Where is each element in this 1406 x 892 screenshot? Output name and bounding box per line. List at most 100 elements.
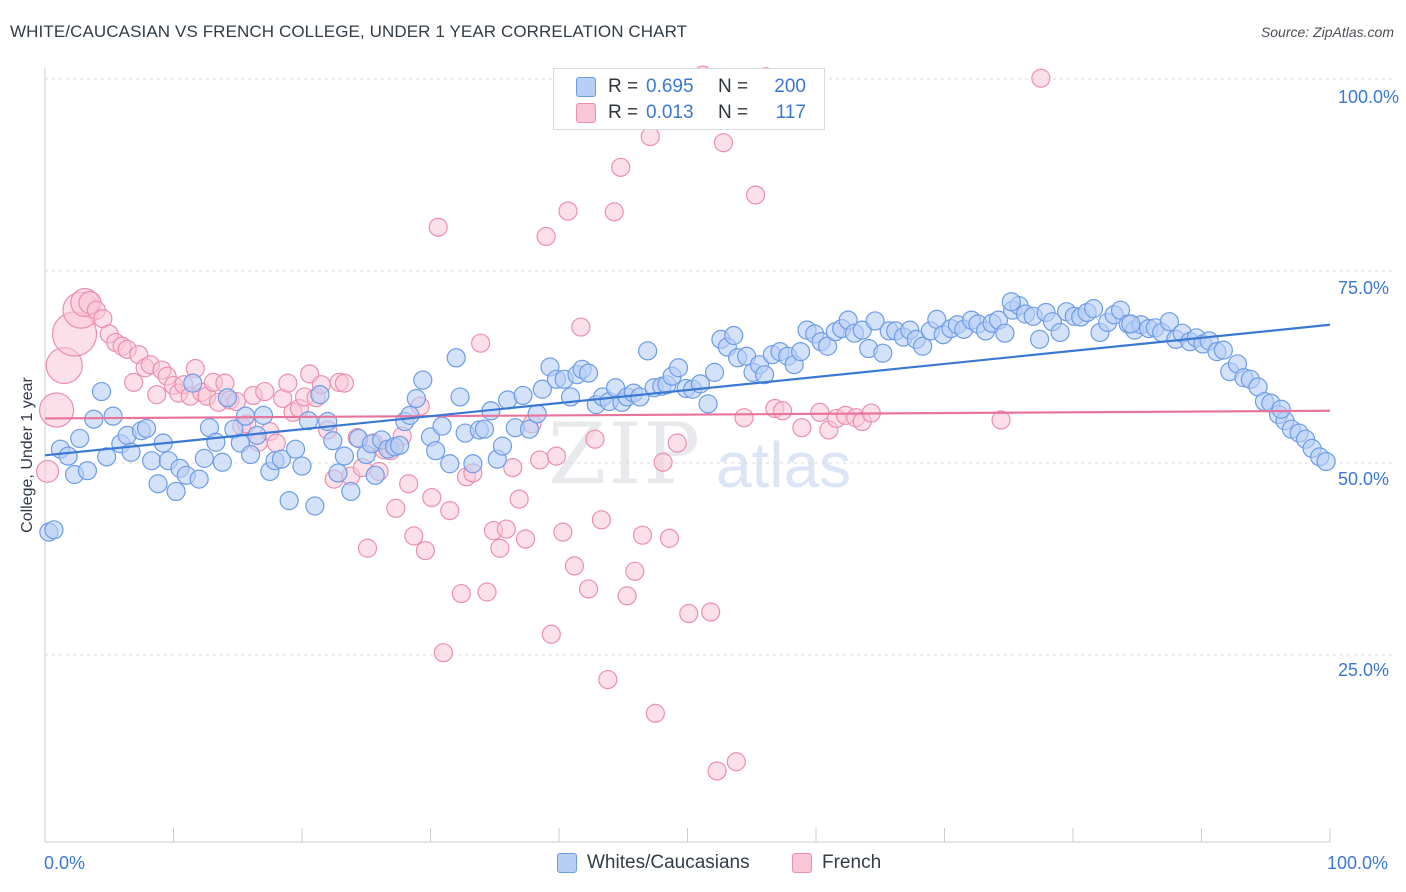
data-point-french bbox=[266, 433, 286, 453]
data-point-whites bbox=[426, 441, 446, 461]
legend-swatch-blue bbox=[576, 77, 596, 97]
data-point-whites bbox=[1213, 340, 1233, 360]
data-point-french bbox=[598, 669, 618, 690]
data-point-french bbox=[399, 474, 419, 494]
data-point-whites bbox=[91, 381, 112, 402]
y-tick-label-100: 100.0% bbox=[1338, 87, 1400, 107]
data-point-whites bbox=[724, 325, 744, 346]
data-point-french bbox=[991, 410, 1011, 430]
data-point-french bbox=[792, 418, 812, 438]
data-point-french bbox=[713, 133, 734, 153]
data-point-whites bbox=[328, 463, 348, 483]
data-point-french bbox=[746, 185, 766, 205]
data-point-whites bbox=[148, 474, 168, 494]
data-point-french bbox=[679, 603, 699, 624]
data-point-french bbox=[625, 561, 645, 581]
data-point-whites bbox=[212, 452, 232, 472]
data-point-whites bbox=[432, 416, 452, 436]
data-point-whites bbox=[638, 341, 658, 361]
data-point-whites bbox=[305, 496, 325, 516]
data-point-whites bbox=[1001, 292, 1021, 312]
data-point-french bbox=[35, 459, 60, 484]
data-point-french bbox=[604, 202, 624, 222]
legend-r-label: R = bbox=[608, 102, 639, 123]
data-point-whites bbox=[166, 481, 186, 502]
watermark-zip: ZIP bbox=[548, 405, 703, 503]
data-point-whites bbox=[58, 446, 78, 466]
data-point-whites bbox=[77, 461, 98, 481]
data-point-whites bbox=[1121, 314, 1141, 334]
y-tick-label-50: 50.0% bbox=[1338, 469, 1390, 489]
data-point-whites bbox=[1083, 299, 1104, 319]
data-point-whites bbox=[698, 394, 718, 414]
y-tick-label-25: 25.0% bbox=[1338, 660, 1390, 680]
data-point-french bbox=[433, 643, 453, 663]
data-point-whites bbox=[285, 439, 306, 459]
legend-swatch-blue bbox=[557, 853, 577, 873]
legend-label-french: French bbox=[822, 852, 882, 873]
data-point-whites bbox=[323, 431, 343, 451]
trend-line-whites bbox=[44, 323, 1331, 457]
data-point-french bbox=[667, 433, 687, 453]
data-point-french bbox=[124, 372, 144, 392]
data-point-french bbox=[147, 385, 167, 405]
data-point-french bbox=[734, 408, 754, 428]
series-french bbox=[35, 65, 1051, 781]
data-point-whites bbox=[365, 465, 385, 485]
data-point-french bbox=[404, 526, 424, 546]
data-point-french bbox=[38, 392, 75, 428]
data-point-whites bbox=[189, 469, 209, 489]
data-point-whites bbox=[136, 418, 157, 439]
data-point-whites bbox=[519, 419, 540, 439]
data-point-french bbox=[564, 556, 585, 576]
data-point-whites bbox=[310, 385, 330, 405]
data-point-whites bbox=[142, 451, 162, 471]
data-point-french bbox=[255, 381, 275, 402]
data-point-french bbox=[591, 510, 612, 530]
data-point-french bbox=[451, 583, 471, 604]
data-point-french bbox=[701, 602, 721, 622]
data-point-whites bbox=[70, 428, 90, 449]
series-legend: Whites/Caucasians French bbox=[0, 852, 1406, 878]
data-point-whites bbox=[1050, 322, 1070, 343]
data-point-french bbox=[645, 703, 665, 723]
data-point-whites bbox=[446, 348, 466, 368]
data-point-whites bbox=[1159, 312, 1179, 332]
data-point-whites bbox=[241, 444, 261, 465]
data-point-french bbox=[515, 529, 536, 549]
data-point-whites bbox=[341, 481, 361, 502]
data-point-french bbox=[1031, 68, 1051, 88]
legend-r-value: 0.695 bbox=[646, 76, 694, 97]
legend-item-whites: Whites/Caucasians bbox=[557, 852, 750, 874]
data-point-french bbox=[546, 446, 567, 466]
legend-n-label: N = bbox=[718, 102, 749, 123]
data-point-whites bbox=[292, 456, 312, 476]
data-point-french bbox=[530, 450, 550, 470]
legend-label-whites: Whites/Caucasians bbox=[587, 852, 750, 873]
data-point-whites bbox=[183, 373, 203, 393]
data-point-french bbox=[553, 522, 573, 542]
data-point-french bbox=[428, 217, 448, 237]
data-point-french bbox=[558, 201, 578, 221]
data-point-whites bbox=[913, 336, 933, 356]
data-point-whites bbox=[440, 454, 460, 474]
data-point-whites bbox=[271, 449, 292, 469]
data-point-whites bbox=[865, 311, 885, 331]
data-point-whites bbox=[754, 365, 775, 385]
data-point-whites bbox=[492, 436, 513, 456]
legend-r-value: 0.013 bbox=[646, 102, 694, 123]
legend-n-label: N = bbox=[718, 76, 749, 97]
data-point-whites bbox=[390, 435, 410, 455]
data-point-whites bbox=[279, 491, 299, 511]
data-point-french bbox=[471, 333, 491, 353]
legend-swatch-pink bbox=[576, 103, 596, 123]
legend-n-value: 117 bbox=[775, 102, 806, 123]
data-point-french bbox=[334, 373, 355, 393]
data-point-whites bbox=[1316, 451, 1336, 472]
trend-line-french bbox=[44, 409, 1331, 420]
data-point-whites bbox=[790, 342, 811, 362]
data-point-whites bbox=[1271, 399, 1291, 419]
data-point-french bbox=[640, 127, 660, 147]
data-point-french bbox=[707, 761, 727, 781]
data-point-french bbox=[617, 586, 637, 606]
